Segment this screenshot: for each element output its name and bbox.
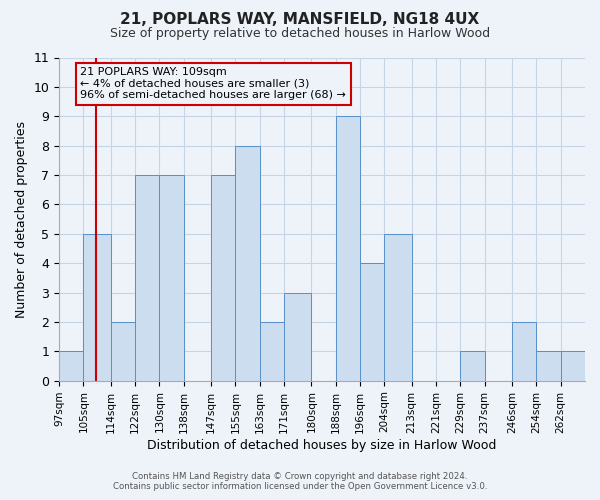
Bar: [160, 175, 184, 380]
Text: Size of property relative to detached houses in Harlow Wood: Size of property relative to detached ho…: [110, 28, 490, 40]
Bar: [385, 234, 412, 380]
Text: Contains HM Land Registry data © Crown copyright and database right 2024.
Contai: Contains HM Land Registry data © Crown c…: [113, 472, 487, 491]
Bar: [560, 352, 585, 380]
Text: 21, POPLARS WAY, MANSFIELD, NG18 4UX: 21, POPLARS WAY, MANSFIELD, NG18 4UX: [121, 12, 479, 28]
Bar: [111, 322, 135, 380]
Bar: [235, 146, 260, 380]
Bar: [536, 352, 560, 380]
Bar: [135, 175, 160, 380]
Bar: [260, 322, 284, 380]
Bar: [284, 292, 311, 380]
Y-axis label: Number of detached properties: Number of detached properties: [15, 120, 28, 318]
Bar: [460, 352, 485, 380]
Bar: [512, 322, 536, 380]
Bar: [59, 352, 83, 380]
X-axis label: Distribution of detached houses by size in Harlow Wood: Distribution of detached houses by size …: [148, 440, 497, 452]
Bar: [83, 234, 111, 380]
Bar: [336, 116, 360, 380]
Bar: [211, 175, 235, 380]
Text: 21 POPLARS WAY: 109sqm
← 4% of detached houses are smaller (3)
96% of semi-detac: 21 POPLARS WAY: 109sqm ← 4% of detached …: [80, 67, 346, 100]
Bar: [360, 263, 385, 380]
